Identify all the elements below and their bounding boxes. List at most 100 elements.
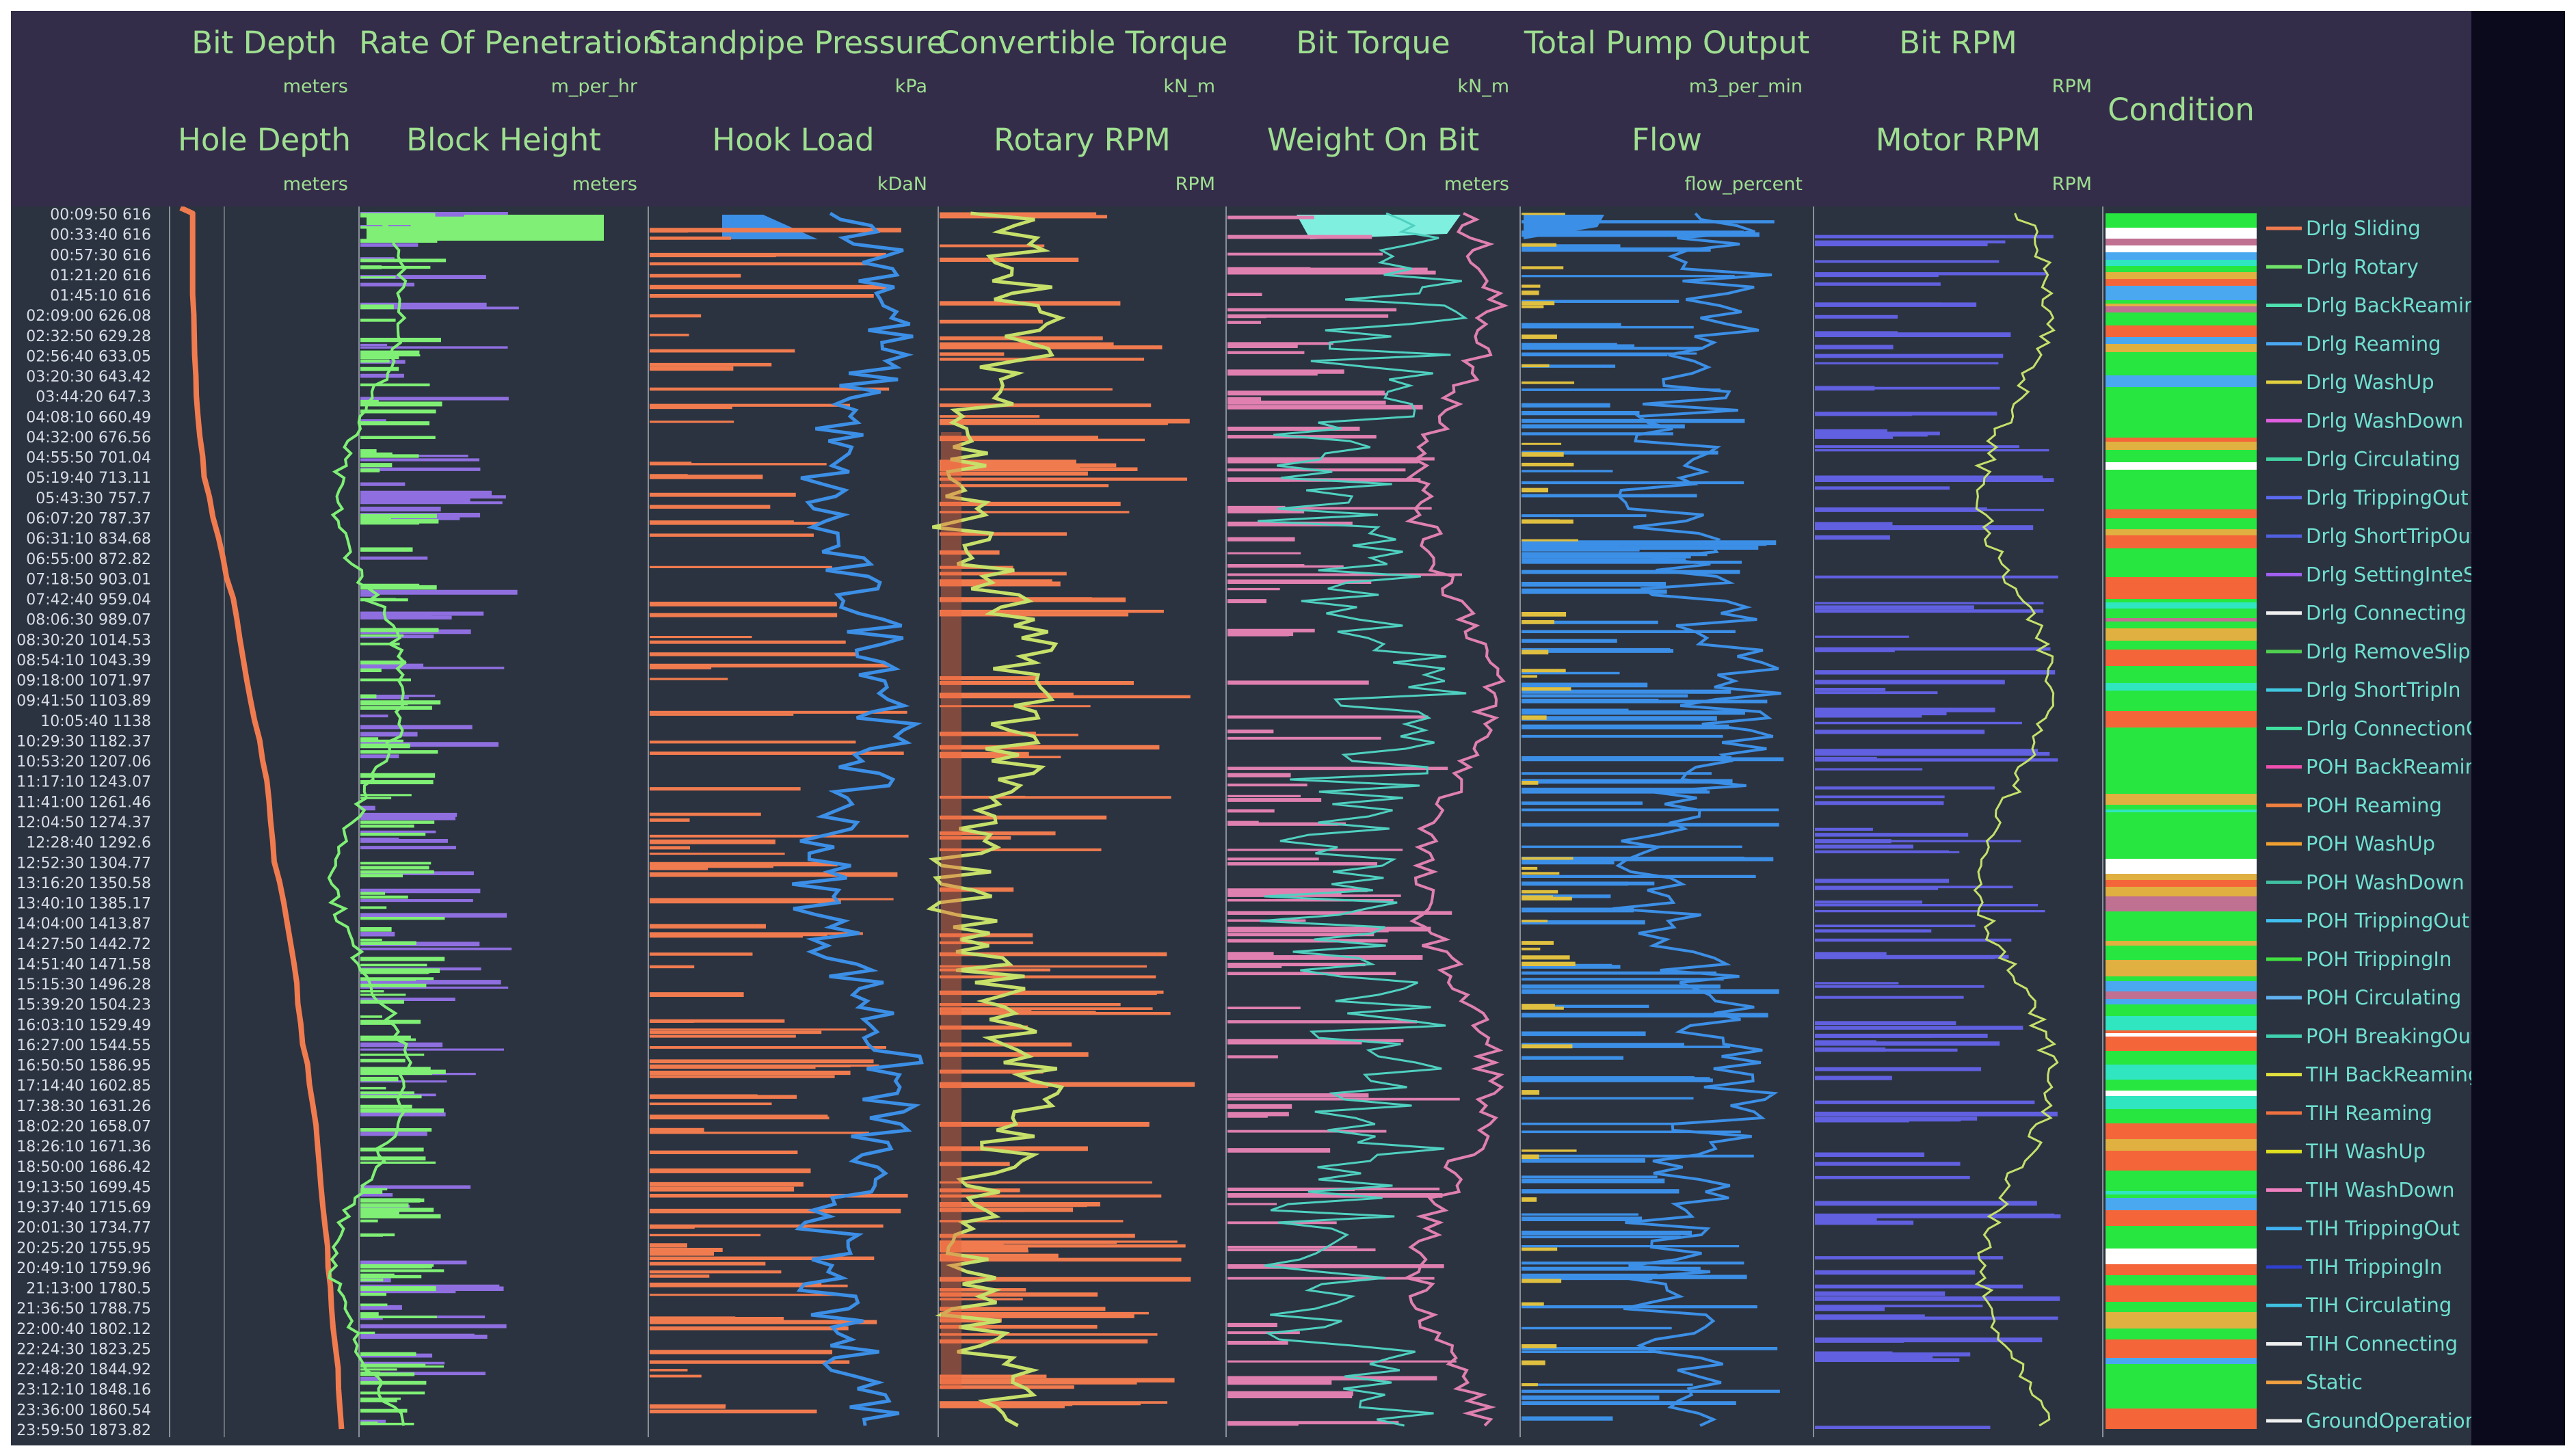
- condition-band: [2106, 1364, 2257, 1378]
- block-height-trace: [327, 213, 413, 1426]
- condition-band: [2106, 743, 2257, 753]
- condition-band: [2106, 594, 2257, 599]
- motor-rpm-trace: [1973, 213, 2059, 1427]
- condition-band: [2106, 535, 2257, 548]
- y-index-label: 08:54:10 1043.39: [16, 652, 151, 669]
- legend-label: TIH TrippingOut: [2305, 1217, 2460, 1240]
- condition-title: Condition: [2108, 92, 2255, 128]
- well-log-app: Bit Depth meters Hole Depth meters Rate Of P…: [11, 11, 2482, 1445]
- track-unit: kPa: [894, 76, 927, 97]
- legend-label: Drlg Connecting: [2306, 602, 2467, 625]
- legend-label: Drlg WashUp: [2306, 371, 2434, 394]
- y-index-label: 23:12:10 1848.16: [16, 1382, 151, 1399]
- condition-band: [2106, 1210, 2257, 1226]
- condition-band: [2106, 1091, 2257, 1096]
- legend-label: TIH BackReaming: [2305, 1063, 2480, 1086]
- condition-band: [2106, 923, 2257, 938]
- legend-label: TIH TrippingIn: [2305, 1255, 2442, 1279]
- condition-band: [2106, 304, 2257, 306]
- y-index-label: 10:53:20 1207.06: [16, 753, 151, 771]
- y-index-label: 10:05:40 1138: [40, 713, 151, 730]
- track-unit: kN_m: [1457, 76, 1509, 97]
- condition-band: [2106, 911, 2257, 923]
- y-index-label: 16:03:10 1529.49: [16, 1017, 151, 1034]
- track-title: Convertible Torque: [938, 25, 1228, 61]
- legend-label: Drlg Reaming: [2306, 332, 2441, 356]
- condition-band: [2106, 245, 2257, 252]
- track-title: Rotary RPM: [994, 122, 1171, 158]
- condition-band: [2106, 532, 2257, 535]
- y-index-label: 19:37:40 1715.69: [16, 1199, 151, 1216]
- condition-band: [2106, 300, 2257, 304]
- y-index-label: 17:38:30 1631.26: [16, 1098, 151, 1115]
- condition-band: [2106, 398, 2257, 412]
- condition-band: [2106, 423, 2257, 438]
- y-index-label: 18:02:20 1658.07: [16, 1119, 151, 1136]
- condition-band: [2106, 862, 2257, 874]
- y-index-label: 06:07:20 787.37: [26, 511, 151, 528]
- condition-band: [2106, 805, 2257, 810]
- scroll-panel[interactable]: [2471, 11, 2565, 1445]
- condition-band: [2106, 1158, 2257, 1171]
- condition-band: [2106, 1285, 2257, 1302]
- convertible-torque-trace: [926, 211, 1066, 1428]
- track-title: Flow: [1632, 122, 1702, 158]
- condition-band: [2106, 1339, 2257, 1343]
- condition-band: [2106, 859, 2257, 862]
- condition-band: [2106, 1033, 2257, 1037]
- y-index-label: 18:50:00 1686.42: [16, 1159, 151, 1176]
- condition-band: [2106, 812, 2257, 823]
- condition-band: [2106, 1312, 2257, 1329]
- y-index-label: 02:32:50 629.28: [26, 328, 151, 345]
- track-title: Standpipe Pressure: [648, 25, 946, 61]
- hookload-fill: [722, 215, 818, 239]
- track-title: Rate Of Penetration: [359, 25, 662, 61]
- hole-depth-curve: [179, 206, 345, 1430]
- y-index-label: 22:00:40 1802.12: [16, 1321, 151, 1338]
- y-index-label: 14:51:40 1471.58: [16, 956, 151, 973]
- condition-band: [2106, 1109, 2257, 1123]
- condition-band: [2106, 286, 2257, 300]
- condition-band: [2106, 450, 2257, 455]
- track-title: Total Pump Output: [1524, 25, 1810, 61]
- condition-band: [2106, 1065, 2257, 1080]
- legend-label: Drlg Rotary: [2306, 255, 2419, 278]
- y-index-label: 16:27:00 1544.55: [16, 1037, 151, 1054]
- legend-label: Drlg ShortTripOut: [2306, 524, 2478, 548]
- condition-band: [2106, 470, 2257, 486]
- y-index-label: 13:40:10 1385.17: [16, 896, 151, 913]
- condition-band: [2106, 1051, 2257, 1065]
- y-index-label: 11:41:00 1261.46: [16, 794, 151, 811]
- bit-torque-trace: [1258, 212, 1468, 1427]
- condition-band: [2106, 1409, 2257, 1415]
- condition-band: [2106, 344, 2257, 352]
- track-unit: m3_per_min: [1688, 76, 1803, 97]
- condition-band: [2106, 999, 2257, 1004]
- condition-band: [2106, 486, 2257, 494]
- wob-fill: [1297, 215, 1461, 239]
- condition-band: [2106, 810, 2257, 812]
- condition-band: [2106, 509, 2257, 518]
- condition-band: [2106, 779, 2257, 790]
- condition-band: [2106, 735, 2257, 740]
- condition-band: [2106, 711, 2257, 728]
- track-title: Motor RPM: [1875, 122, 2041, 158]
- y-index-label: 04:08:10 660.49: [26, 409, 151, 426]
- track-unit: meters: [572, 174, 637, 195]
- y-index-label: 06:31:10 834.68: [26, 531, 151, 548]
- y-index-label: 03:44:20 647.3: [36, 389, 151, 406]
- condition-band: [2106, 740, 2257, 743]
- legend-label: TIH Connecting: [2305, 1332, 2458, 1355]
- condition-band: [2106, 838, 2257, 851]
- condition-band: [2106, 602, 2257, 609]
- condition-band: [2106, 279, 2257, 286]
- condition-band: [2106, 577, 2257, 594]
- condition-band: [2106, 1302, 2257, 1312]
- track-unit: meters: [282, 76, 348, 97]
- condition-band: [2106, 676, 2257, 683]
- y-index-label: 07:42:40 959.04: [26, 591, 151, 609]
- condition-band: [2106, 946, 2257, 950]
- condition-band: [2106, 609, 2257, 614]
- condition-band: [2106, 260, 2257, 266]
- y-index-label: 03:20:30 643.42: [26, 369, 151, 386]
